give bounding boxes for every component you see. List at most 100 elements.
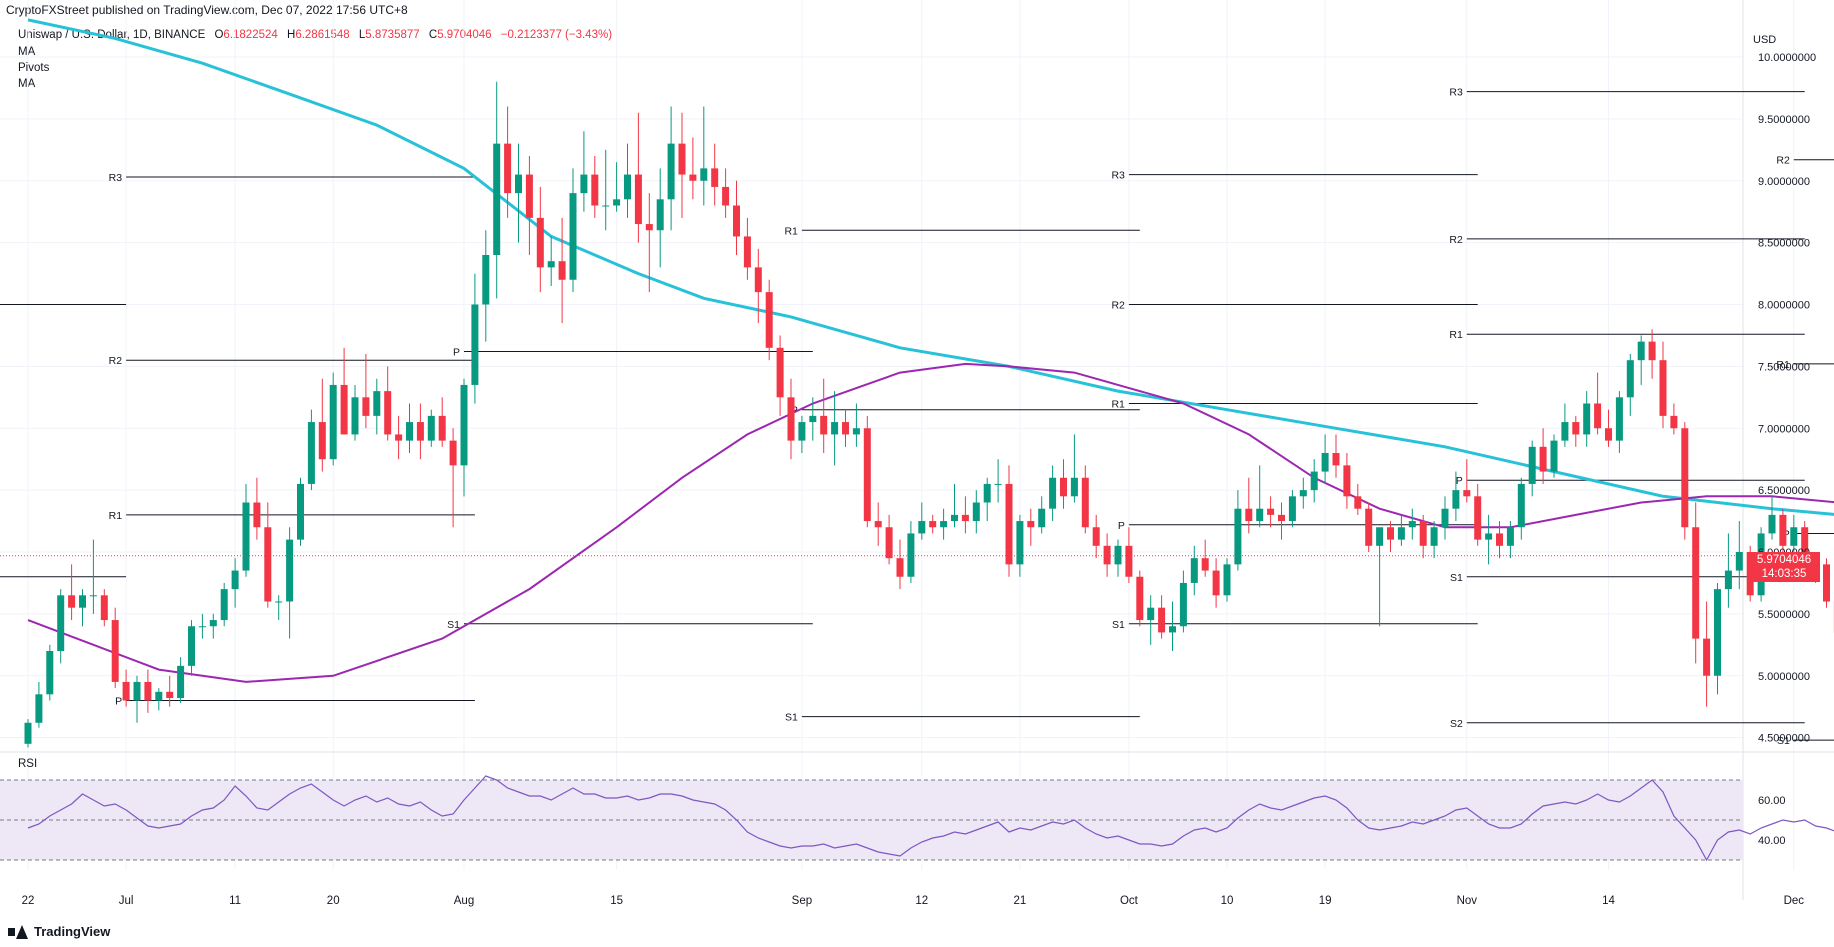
candle-body: [1234, 508, 1242, 565]
pivot-label: P: [1456, 475, 1463, 487]
price-axis[interactable]: 4.50000005.00000005.50000006.00000006.50…: [1758, 52, 1816, 847]
pivot-label: S1: [1112, 619, 1125, 631]
candle: [1823, 558, 1830, 608]
date-tick-label: 10: [1221, 895, 1234, 907]
candle-body: [1517, 483, 1525, 528]
candle-body: [57, 595, 65, 651]
indicator-ma-long[interactable]: MA: [18, 46, 36, 58]
candle: [722, 168, 730, 218]
candle: [1049, 465, 1057, 522]
candle-body: [624, 174, 631, 200]
candle: [798, 415, 806, 453]
candle-body: [1158, 607, 1166, 633]
price-tick-label: 8.5000000: [1758, 238, 1810, 250]
indicator-pivots[interactable]: Pivots: [18, 62, 50, 74]
candle-body: [286, 539, 294, 602]
candle: [1169, 601, 1176, 651]
candle: [493, 81, 501, 299]
candle: [754, 248, 762, 324]
candle: [1506, 521, 1514, 559]
date-tick-label: 19: [1319, 895, 1332, 907]
candle: [1550, 434, 1558, 478]
candle-body: [416, 422, 424, 441]
candle: [46, 644, 54, 701]
candle-body: [994, 483, 1002, 485]
candle-body: [689, 174, 697, 181]
tradingview-logo[interactable]: TradingView: [8, 924, 110, 939]
candle-body: [373, 391, 381, 416]
candle-body: [1049, 477, 1057, 509]
candle: [198, 613, 206, 639]
candle: [940, 508, 948, 540]
candle-body: [1354, 496, 1362, 509]
candle-body: [558, 261, 566, 280]
candle-body: [1496, 533, 1503, 546]
candle-body: [1419, 521, 1427, 546]
candle: [438, 397, 446, 447]
pivot-label: S1: [1777, 735, 1790, 747]
candle: [1408, 508, 1416, 540]
candle: [133, 675, 141, 723]
candle-body: [918, 521, 926, 534]
candle-body: [362, 397, 370, 416]
candle-body: [678, 143, 686, 175]
date-tick-label: 20: [327, 895, 340, 907]
candle-body: [1724, 570, 1732, 590]
candle: [100, 589, 108, 627]
price-tick-label: 5.5000000: [1758, 609, 1810, 621]
candle: [24, 719, 32, 748]
pivot-label: R2: [1449, 234, 1463, 246]
candle-body: [983, 483, 991, 503]
candle: [831, 391, 839, 466]
price-tick-label: 5.0000000: [1758, 671, 1810, 683]
candle-body: [155, 691, 163, 701]
candle: [536, 186, 544, 293]
date-tick-label: Dec: [1784, 895, 1805, 907]
date-tick-label: Sep: [792, 895, 812, 907]
candle-body: [438, 415, 446, 441]
candle-body: [722, 186, 730, 206]
candle: [1724, 533, 1732, 608]
candle: [820, 378, 828, 453]
candle: [1703, 601, 1711, 707]
candle: [689, 137, 697, 200]
candle: [1463, 459, 1471, 503]
candle-body: [547, 261, 555, 268]
brand-name: TradingView: [34, 924, 111, 939]
pivot-label: P: [1118, 520, 1125, 532]
candle-body: [667, 143, 675, 200]
candle-body: [1768, 514, 1776, 534]
candle-body: [1670, 415, 1678, 429]
candle-body: [198, 626, 206, 628]
pivot-label: R3: [1111, 170, 1125, 182]
time-axis[interactable]: 22Jul1120Aug15Sep1221Oct1019Nov14Dec12: [22, 895, 1834, 907]
candle: [68, 564, 76, 621]
candle-body: [1648, 341, 1656, 361]
candle: [547, 236, 555, 286]
indicator-ma-short[interactable]: MA: [18, 78, 36, 90]
candle: [1365, 502, 1373, 552]
candle-body: [1027, 521, 1035, 528]
change-value: −0.2123377 (−3.43%): [500, 29, 613, 41]
candle: [209, 613, 217, 639]
candle-body: [1408, 521, 1416, 528]
candle-body: [831, 422, 839, 435]
candle: [809, 397, 817, 441]
candle-body: [231, 570, 239, 590]
candle-body: [351, 397, 359, 435]
symbol-title[interactable]: Uniswap / U.S. Dollar, 1D, BINANCE: [18, 29, 206, 41]
candle: [166, 675, 174, 707]
date-tick-label: Nov: [1457, 895, 1478, 907]
candle-body: [1179, 582, 1187, 627]
candle: [373, 378, 381, 435]
candle-body: [1550, 440, 1558, 472]
candle-body: [951, 514, 958, 522]
candle: [231, 558, 239, 608]
pivot-label: R3: [1449, 87, 1463, 99]
candle-body: [940, 521, 948, 528]
rsi-label[interactable]: RSI: [18, 758, 38, 770]
candle: [994, 459, 1002, 503]
candle-body: [820, 415, 828, 435]
candle: [460, 378, 468, 497]
